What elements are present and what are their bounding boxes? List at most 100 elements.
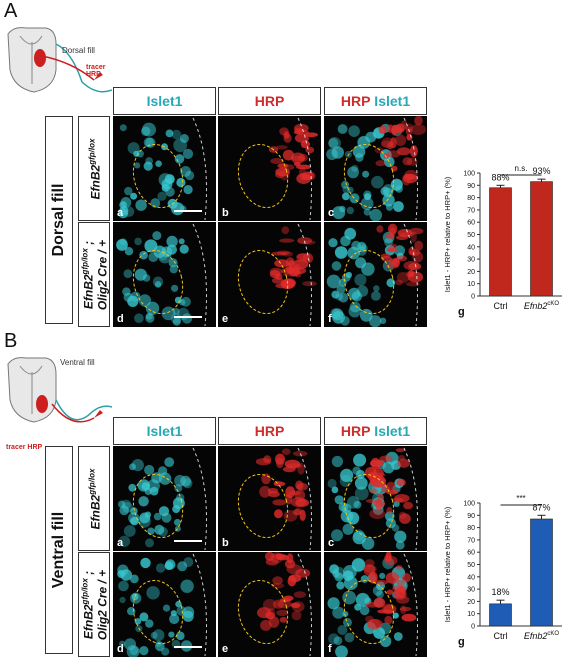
islet1-nucleus xyxy=(357,136,371,149)
islet1-nucleus xyxy=(139,612,149,622)
gene-name: EfnB2 xyxy=(81,603,96,639)
hrp-signal xyxy=(281,226,290,235)
islet1-nucleus xyxy=(174,518,181,526)
hrp-signal xyxy=(395,123,405,133)
islet1-nucleus xyxy=(129,463,136,471)
category-text: Efnb2 xyxy=(524,631,548,641)
islet1-nucleus xyxy=(134,313,144,323)
islet1-nucleus xyxy=(168,258,178,268)
islet1-nucleus xyxy=(357,241,367,251)
genotype-text: EfnB2gfp/lox ; Olig2 Cre / + xyxy=(79,569,110,639)
panel-label: c xyxy=(328,207,335,219)
panel-label: a xyxy=(117,537,124,549)
islet1-nucleus xyxy=(359,308,373,322)
hrp-signal xyxy=(291,152,305,164)
micrograph-image xyxy=(218,116,321,221)
hrp-signal xyxy=(275,145,288,150)
islet1-nucleus xyxy=(174,484,183,493)
islet1-nucleus xyxy=(154,524,165,535)
hrp-signal xyxy=(395,448,405,453)
micrograph-image xyxy=(324,116,427,221)
category-text: Efnb2 xyxy=(524,301,548,311)
hrp-signal xyxy=(275,171,286,179)
hrp-signal xyxy=(370,457,381,470)
islet1-nucleus xyxy=(332,311,345,324)
hrp-signal xyxy=(381,137,394,149)
islet1-nucleus xyxy=(344,632,355,643)
islet1-nucleus xyxy=(134,162,141,169)
hrp-signal xyxy=(291,155,306,162)
hrp-signal xyxy=(365,498,382,504)
islet1-nucleus xyxy=(176,177,186,188)
islet1-nucleus xyxy=(174,154,185,164)
islet1-nucleus xyxy=(337,124,348,134)
labelled-neurons xyxy=(34,49,46,67)
islet1-nucleus xyxy=(128,512,140,524)
islet1-nucleus xyxy=(118,208,129,219)
micrograph-red: b xyxy=(218,446,321,551)
bar xyxy=(530,518,553,627)
islet1-nucleus xyxy=(328,138,339,148)
bar xyxy=(530,181,553,297)
header-part: HRP xyxy=(340,93,371,109)
islet1-nucleus xyxy=(183,557,194,568)
header-part: HRP xyxy=(340,423,371,439)
y-tick-label: 60 xyxy=(467,550,475,557)
islet1-nucleus xyxy=(362,170,370,178)
hrp-signal xyxy=(386,248,398,253)
hrp-signal xyxy=(390,137,397,149)
islet1-nucleus xyxy=(123,269,133,279)
header-part: Islet1 xyxy=(370,93,411,109)
islet1-nucleus xyxy=(363,208,371,216)
y-tick-label: 70 xyxy=(467,207,475,214)
micrograph-image xyxy=(324,222,427,327)
scale-bar xyxy=(174,540,202,542)
hrp-signal xyxy=(372,468,384,479)
separator: ; xyxy=(81,570,96,578)
islet1-nucleus xyxy=(352,466,361,475)
hrp-signal xyxy=(279,127,289,136)
islet1-nucleus xyxy=(134,237,142,246)
hrp-signal xyxy=(408,227,424,235)
islet1-nucleus xyxy=(371,291,381,301)
hrp-signal xyxy=(381,603,394,615)
islet1-nucleus xyxy=(144,487,152,495)
islet1-nucleus xyxy=(181,296,191,307)
hrp-signal xyxy=(403,173,418,184)
y-tick-label: 10 xyxy=(467,281,475,288)
islet1-nucleus xyxy=(169,613,180,625)
islet1-nucleus xyxy=(182,478,193,489)
islet1-nucleus xyxy=(334,495,344,505)
islet1-nucleus xyxy=(341,180,350,189)
hrp-signal xyxy=(291,610,302,621)
separator: ; xyxy=(81,240,96,248)
islet1-nucleus xyxy=(170,610,177,617)
y-tick-label: 100 xyxy=(463,171,475,178)
islet1-nucleus xyxy=(117,570,126,578)
islet1-nucleus xyxy=(157,191,167,201)
islet1-nucleus xyxy=(143,161,153,171)
cord-border-dashed xyxy=(297,447,312,551)
genotype-text: EfnB2gfp/lox ; Olig2 Cre / + xyxy=(79,239,110,309)
hrp-signal xyxy=(296,164,312,170)
hrp-signal xyxy=(392,497,404,503)
hrp-signal xyxy=(395,134,407,147)
hrp-signal xyxy=(271,277,284,284)
micrograph-image xyxy=(113,552,216,657)
islet1-nucleus xyxy=(371,175,384,189)
islet1-nucleus xyxy=(353,453,367,467)
motor-column-outline xyxy=(343,473,395,539)
tracer-label: tracer HRP xyxy=(6,444,43,451)
hrp-signal xyxy=(277,163,289,169)
significance-label: *** xyxy=(516,494,525,503)
hrp-signal xyxy=(273,599,284,609)
hrp-signal xyxy=(401,613,417,622)
islet1-nucleus xyxy=(129,646,139,656)
hrp-signal xyxy=(299,509,306,521)
column-header: Islet1 xyxy=(113,417,216,445)
hrp-signal xyxy=(369,508,386,519)
scale-bar xyxy=(174,210,202,212)
hrp-signal xyxy=(272,553,288,560)
islet1-nucleus xyxy=(158,466,168,476)
hrp-signal xyxy=(401,573,411,583)
